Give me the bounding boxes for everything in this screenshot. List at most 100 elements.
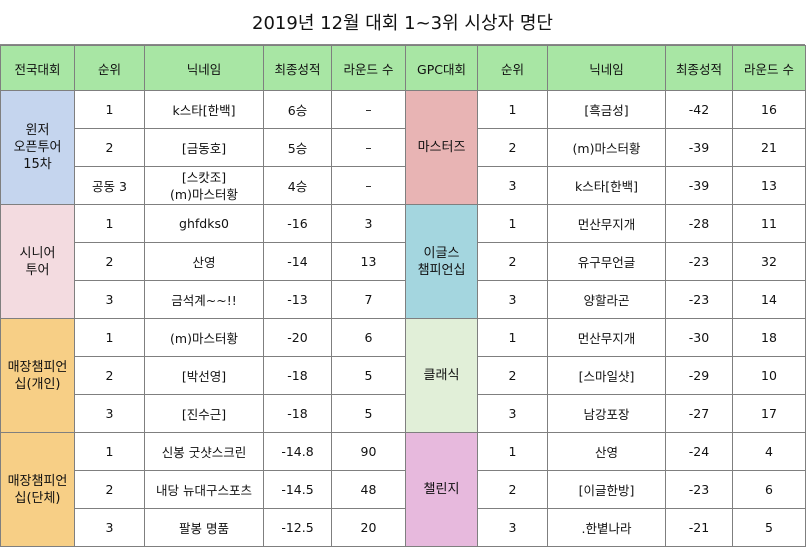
nickname-cell: .한볕나라: [547, 508, 666, 547]
nickname-cell: 금석계~~!!: [144, 280, 264, 319]
rank-cell: 3: [477, 394, 548, 433]
table-row: 2 [금동호] 5승 – 2 (m)마스터황 -39 21: [1, 128, 806, 167]
rounds-cell: 6: [732, 470, 806, 509]
rounds-cell: 48: [331, 470, 406, 509]
rank-cell: 1: [74, 204, 145, 243]
rounds-cell: 90: [331, 432, 406, 471]
table-row: 2 산영 -14 13 2 유구무언글 -23 32: [1, 242, 806, 281]
header-right-nickname: 닉네임: [547, 45, 666, 91]
table-row: 3 [진수근] -18 5 3 남강포장 -27 17: [1, 394, 806, 433]
table-row: 2 [박선영] -18 5 2 [스마일샷] -29 10: [1, 356, 806, 395]
rounds-cell: 32: [732, 242, 806, 281]
result-cell: -39: [665, 166, 733, 205]
rank-cell: 1: [74, 432, 145, 471]
rank-cell: 1: [477, 90, 548, 129]
result-cell: -21: [665, 508, 733, 547]
nickname-cell: 신봉 굿샷스크린: [144, 432, 264, 471]
rounds-cell: 4: [732, 432, 806, 471]
result-cell: 5승: [263, 128, 332, 167]
header-right-rank: 순위: [477, 45, 548, 91]
result-cell: -30: [665, 318, 733, 357]
cell-text-line: [스캇조]: [181, 169, 227, 185]
result-cell: -24: [665, 432, 733, 471]
nickname-cell: ghfdks0: [144, 204, 264, 243]
rank-cell: 1: [477, 432, 548, 471]
result-cell: 6승: [263, 90, 332, 129]
rounds-cell: 10: [732, 356, 806, 395]
awards-sheet: 2019년 12월 대회 1~3위 시상자 명단 전국대회 순위 닉네임 최종성…: [0, 13, 806, 547]
event-cell-left: 윈저 오픈투어 15차: [0, 90, 75, 205]
table-row: 3 팔봉 명품 -12.5 20 3 .한볕나라 -21 5: [1, 508, 806, 547]
result-cell: -20: [263, 318, 332, 357]
rank-cell: 3: [477, 166, 548, 205]
result-cell: -12.5: [263, 508, 332, 547]
event-cell-left: 매장챔피언 십(개인): [0, 318, 75, 433]
rank-cell: 3: [74, 280, 145, 319]
nickname-cell: [금동호]: [144, 128, 264, 167]
rank-cell: 1: [477, 204, 548, 243]
result-cell: -16: [263, 204, 332, 243]
table-row: 매장챔피언 십(개인) 1 (m)마스터황 -20 6 클래식 1 먼산무지개 -…: [0, 318, 806, 433]
result-cell: -14.8: [263, 432, 332, 471]
event-cell-right: 이글스 챔피언십: [405, 204, 478, 319]
cell-text-line: 십(단체): [14, 490, 61, 506]
result-cell: -29: [665, 356, 733, 395]
header-left-result: 최종성적: [263, 45, 332, 91]
rounds-cell: 5: [331, 356, 406, 395]
rank-cell: 2: [74, 470, 145, 509]
header-left-rounds: 라운드 수: [331, 45, 406, 91]
table-row: 시니어 투어 1 ghfdks0 -16 3 이글스 챔피언십 1 먼산무지개 -2…: [0, 204, 806, 319]
cell-text-line: 15차: [23, 157, 52, 172]
header-right-result: 최종성적: [665, 45, 733, 91]
rank-cell: 1: [74, 318, 145, 357]
rank-cell: 1: [74, 90, 145, 129]
rounds-cell: –: [331, 128, 406, 167]
nickname-cell: k스타[한백]: [547, 166, 666, 205]
result-cell: -23: [665, 242, 733, 281]
nickname-cell: [진수근]: [144, 394, 264, 433]
cell-text-line: 챔피언십: [417, 262, 466, 278]
rounds-cell: 7: [331, 280, 406, 319]
event-cell-left: 매장챔피언 십(단체): [0, 432, 75, 547]
table-row: 매장챔피언 십(단체) 1 신봉 굿샷스크린 -14.8 90 챌린지 1 산영 …: [0, 432, 806, 547]
cell-text-line: 매장챔피언: [7, 359, 68, 375]
result-cell: -28: [665, 204, 733, 243]
cell-text-line: 클래식: [423, 368, 460, 383]
nickname-cell: [박선영]: [144, 356, 264, 395]
table-row: 공동 3 [스캇조] (m)마스터황 4승 – 3 k스타[한백] -39 13: [1, 166, 806, 205]
rounds-cell: 14: [732, 280, 806, 319]
rank-cell: 2: [74, 242, 145, 281]
nickname-cell: 유구무언글: [547, 242, 666, 281]
rank-cell: 3: [477, 280, 548, 319]
header-left-nickname: 닉네임: [144, 45, 264, 91]
nickname-cell: [이글한방]: [547, 470, 666, 509]
nickname-cell: [흑금성]: [547, 90, 666, 129]
rank-cell: 3: [477, 508, 548, 547]
rounds-cell: 5: [331, 394, 406, 433]
result-cell: 4승: [263, 166, 332, 205]
table-row: 윈저 오픈투어 15차 1 k스타[한백] 6승 – 마스터즈 1 [흑금성] -4…: [0, 90, 806, 205]
result-cell: -13: [263, 280, 332, 319]
nickname-cell: [스마일샷]: [547, 356, 666, 395]
awards-table: 전국대회 순위 닉네임 최종성적 라운드 수 GPC대회 순위 닉네임 최종성적…: [0, 45, 806, 547]
rounds-cell: –: [331, 166, 406, 205]
result-cell: -14: [263, 242, 332, 281]
cell-text-line: 시니어: [19, 245, 56, 261]
nickname-cell: 산영: [547, 432, 666, 471]
rank-cell: 2: [74, 128, 145, 167]
result-cell: -14.5: [263, 470, 332, 509]
result-cell: -18: [263, 394, 332, 433]
rounds-cell: 16: [732, 90, 806, 129]
header-row: 전국대회 순위 닉네임 최종성적 라운드 수 GPC대회 순위 닉네임 최종성적…: [0, 45, 806, 91]
header-right-rounds: 라운드 수: [732, 45, 806, 91]
nickname-cell: 먼산무지개: [547, 318, 666, 357]
rounds-cell: 11: [732, 204, 806, 243]
nickname-cell: (m)마스터황: [547, 128, 666, 167]
cell-text-line: 마스터즈: [417, 140, 466, 155]
table-row: 3 금석계~~!! -13 7 3 양할라곤 -23 14: [1, 280, 806, 319]
nickname-cell: [스캇조] (m)마스터황: [144, 166, 264, 205]
rounds-cell: 17: [732, 394, 806, 433]
rank-cell: 3: [74, 508, 145, 547]
nickname-cell: 팔봉 명품: [144, 508, 264, 547]
nickname-cell: k스타[한백]: [144, 90, 264, 129]
